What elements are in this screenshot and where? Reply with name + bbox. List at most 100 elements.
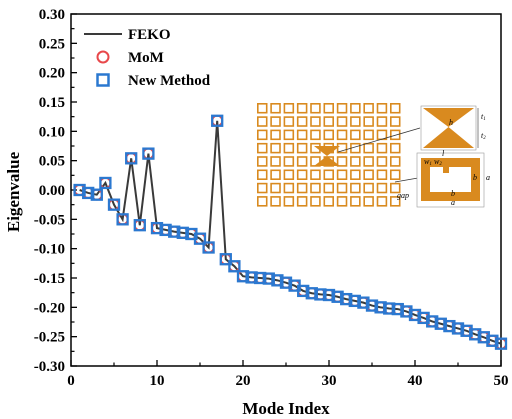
array-unit-cell [296, 142, 308, 154]
array-unit-cell [389, 103, 401, 114]
array-unit-cell [389, 156, 401, 167]
x-tick-label: 30 [322, 373, 337, 389]
new-method-point [417, 311, 430, 325]
array-unit-cell [283, 169, 295, 181]
array-unit-cell [336, 129, 348, 141]
y-tick-label: -0.25 [34, 330, 65, 346]
x-tick-label: 50 [494, 373, 509, 389]
array-unit-cell [363, 103, 374, 114]
y-tick-label: -0.05 [34, 212, 65, 228]
array-unit-cell [296, 103, 308, 114]
new-method-point [494, 337, 508, 350]
new-method-point [434, 317, 447, 330]
bowtie-detail-bottom [423, 127, 474, 148]
new-method-point [245, 271, 258, 284]
legend: FEKO MoM New Method [84, 27, 211, 89]
array-unit-cell [310, 169, 321, 181]
new-method-point [254, 271, 267, 285]
array-unit-cell [310, 103, 321, 114]
leader-line-cell [394, 177, 419, 183]
array-unit-cell [270, 116, 281, 127]
legend-new-method-label: New Method [128, 73, 211, 89]
new-method-point [477, 331, 490, 344]
new-method-point [228, 260, 241, 273]
label-t2: t2 [481, 131, 486, 141]
leader-line-bowtie [337, 127, 421, 153]
array-unit-cell [256, 116, 268, 127]
new-method-point [90, 188, 103, 201]
array-unit-cell [336, 156, 348, 167]
label-b-bottom: b [451, 189, 455, 198]
array-unit-cell [296, 169, 308, 181]
new-method-point [202, 241, 215, 254]
new-method-point [374, 301, 387, 314]
array-unit-cell [296, 196, 308, 207]
label-h: h [449, 118, 453, 127]
new-method-point [193, 232, 207, 245]
new-method-point [133, 219, 146, 232]
label-b-right: b [473, 173, 477, 182]
array-unit-cell [323, 103, 334, 114]
array-unit-cell [256, 142, 268, 154]
array-unit-cell [336, 169, 348, 181]
y-tick-label: -0.30 [34, 359, 65, 375]
array-unit-cell [336, 103, 348, 114]
markers [73, 114, 508, 350]
label-a-right: a [486, 173, 490, 182]
array-unit-cell [363, 196, 374, 207]
label-w1: w1 [424, 157, 432, 167]
new-method-point [391, 302, 404, 316]
bowtie-detail: t1 t2 h [420, 105, 486, 151]
label-t1: t1 [481, 112, 486, 122]
new-method-point [150, 221, 164, 235]
y-axis-title: Eigenvalue [4, 151, 23, 232]
x-tick-label: 20 [236, 373, 251, 389]
x-tick-label: 40 [408, 373, 423, 389]
new-method-point [176, 226, 189, 239]
legend-feko-label: FEKO [128, 27, 171, 43]
array-unit-cell [389, 182, 401, 194]
ring-resonator [421, 158, 480, 201]
y-tick-label: 0.20 [39, 66, 65, 82]
new-method-point [314, 288, 327, 301]
array-unit-cell [363, 142, 374, 154]
array-unit-cell [350, 116, 361, 127]
new-method-point [262, 272, 275, 285]
label-l: l [442, 149, 445, 158]
y-tick-label: 0.10 [39, 124, 65, 140]
new-method-point [460, 324, 473, 337]
structure-inset: t1 t2 h l w1 w2 b a b a gap [256, 103, 490, 208]
array-unit-cell [296, 182, 308, 194]
array-unit-cell [256, 156, 268, 167]
y-tick-label: 0.00 [39, 183, 65, 199]
y-tick-label: 0.05 [39, 154, 65, 170]
legend-mom-marker [96, 50, 110, 64]
array-unit-cell [310, 129, 321, 141]
new-method-point [400, 305, 413, 318]
array-unit-cell [283, 156, 295, 167]
new-method-point [322, 288, 336, 302]
array-unit-cell [296, 129, 308, 141]
array-unit-cell [270, 129, 281, 141]
array-unit-cell [363, 156, 374, 167]
new-method-point [357, 296, 370, 309]
label-gap: gap [397, 191, 409, 200]
array-bowtie-top [314, 146, 340, 156]
array-unit-cell [389, 196, 401, 207]
array-unit-cell [336, 196, 348, 207]
y-tick-label: 0.30 [39, 7, 65, 23]
new-method-point [426, 315, 439, 328]
new-method-point [451, 322, 465, 335]
new-method-point [469, 328, 482, 341]
new-method-point [340, 292, 353, 306]
array-unit-cell [256, 169, 268, 181]
tick-labels: 0 10 20 30 40 50 0.30 0.25 0.20 0.15 0.10 0.05 0.00 -… [34, 7, 509, 389]
new-method-point [73, 183, 86, 197]
new-method-point [271, 274, 284, 287]
new-method-point [159, 223, 172, 237]
array-unit-cell [323, 196, 334, 207]
array-unit-cell [389, 142, 401, 154]
new-method-point [297, 284, 310, 298]
y-tick-label: 0.15 [39, 95, 65, 111]
array-unit-cell [376, 156, 388, 167]
